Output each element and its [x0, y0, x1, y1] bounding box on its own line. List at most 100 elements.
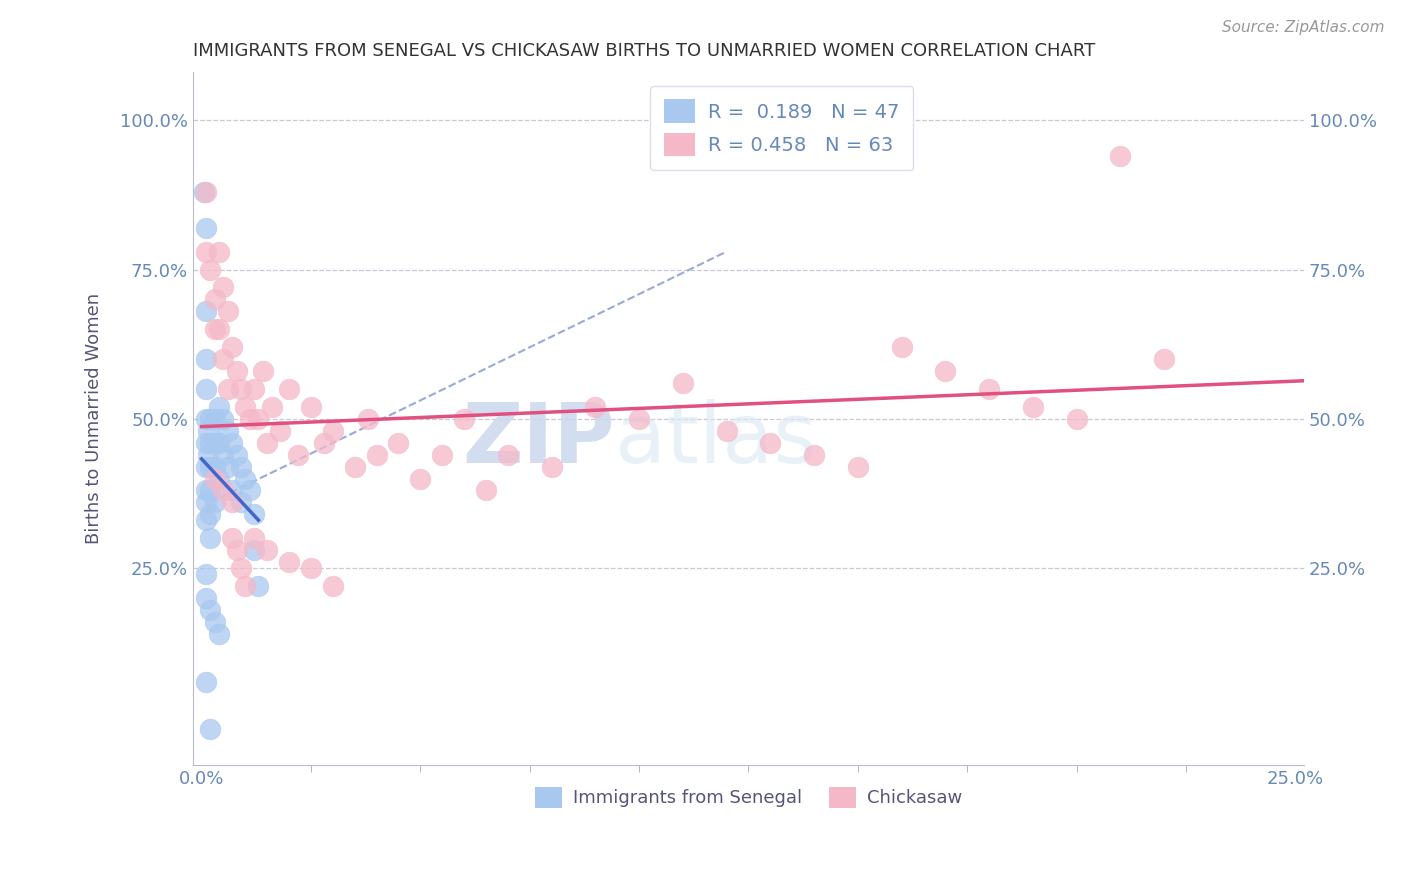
- Point: [260, 400, 283, 414]
- Point: [475, 483, 498, 498]
- Point: [200, 723, 222, 737]
- Point: [583, 400, 606, 414]
- Point: [233, 400, 256, 414]
- Point: [540, 459, 562, 474]
- Point: [217, 459, 239, 474]
- Point: [247, 412, 270, 426]
- Point: [247, 579, 270, 593]
- Point: [194, 412, 217, 426]
- Point: [343, 459, 366, 474]
- Point: [890, 340, 912, 354]
- Point: [200, 459, 222, 474]
- Point: [233, 579, 256, 593]
- Point: [200, 531, 222, 545]
- Text: atlas: atlas: [614, 399, 817, 480]
- Point: [194, 459, 217, 474]
- Point: [1153, 352, 1175, 367]
- Point: [212, 483, 235, 498]
- Point: [208, 244, 231, 259]
- Point: [256, 435, 278, 450]
- Point: [934, 364, 956, 378]
- Point: [312, 435, 335, 450]
- Point: [193, 185, 215, 199]
- Point: [212, 352, 235, 367]
- Text: Source: ZipAtlas.com: Source: ZipAtlas.com: [1222, 20, 1385, 35]
- Point: [204, 293, 226, 307]
- Point: [229, 495, 252, 509]
- Point: [225, 543, 247, 558]
- Point: [269, 424, 291, 438]
- Point: [194, 185, 217, 199]
- Point: [194, 513, 217, 527]
- Point: [299, 561, 322, 575]
- Point: [204, 495, 226, 509]
- Point: [197, 448, 219, 462]
- Point: [204, 471, 226, 485]
- Point: [208, 400, 231, 414]
- Point: [217, 382, 239, 396]
- Point: [212, 280, 235, 294]
- Point: [221, 495, 243, 509]
- Point: [194, 382, 217, 396]
- Point: [243, 508, 266, 522]
- Legend: Immigrants from Senegal, Chickasaw: Immigrants from Senegal, Chickasaw: [527, 780, 969, 815]
- Point: [278, 555, 301, 569]
- Point: [409, 471, 432, 485]
- Point: [256, 543, 278, 558]
- Point: [194, 483, 217, 498]
- Point: [225, 448, 247, 462]
- Point: [628, 412, 651, 426]
- Point: [252, 364, 274, 378]
- Point: [299, 400, 322, 414]
- Point: [221, 340, 243, 354]
- Point: [194, 591, 217, 605]
- Point: [672, 376, 695, 390]
- Point: [194, 304, 217, 318]
- Point: [200, 603, 222, 617]
- Point: [221, 483, 243, 498]
- Point: [194, 495, 217, 509]
- Point: [217, 304, 239, 318]
- Point: [221, 435, 243, 450]
- Point: [204, 615, 226, 629]
- Point: [1022, 400, 1045, 414]
- Point: [977, 382, 1000, 396]
- Point: [357, 412, 380, 426]
- Point: [803, 448, 825, 462]
- Point: [208, 627, 231, 641]
- Point: [208, 471, 231, 485]
- Point: [204, 435, 226, 450]
- Point: [194, 220, 217, 235]
- Point: [322, 424, 344, 438]
- Point: [204, 459, 226, 474]
- Point: [322, 579, 344, 593]
- Point: [225, 364, 247, 378]
- Point: [221, 531, 243, 545]
- Point: [204, 412, 226, 426]
- Text: ZIP: ZIP: [463, 399, 614, 480]
- Point: [217, 424, 239, 438]
- Point: [243, 382, 266, 396]
- Point: [200, 508, 222, 522]
- Point: [212, 412, 235, 426]
- Point: [846, 459, 869, 474]
- Point: [453, 412, 475, 426]
- Point: [194, 435, 217, 450]
- Point: [194, 674, 217, 689]
- Point: [208, 435, 231, 450]
- Point: [194, 244, 217, 259]
- Point: [194, 352, 217, 367]
- Point: [204, 322, 226, 336]
- Point: [229, 561, 252, 575]
- Point: [229, 382, 252, 396]
- Y-axis label: Births to Unmarried Women: Births to Unmarried Women: [86, 293, 103, 544]
- Point: [716, 424, 738, 438]
- Point: [194, 567, 217, 582]
- Point: [239, 483, 262, 498]
- Point: [243, 543, 266, 558]
- Point: [200, 262, 222, 277]
- Point: [1109, 149, 1132, 163]
- Text: IMMIGRANTS FROM SENEGAL VS CHICKASAW BIRTHS TO UNMARRIED WOMEN CORRELATION CHART: IMMIGRANTS FROM SENEGAL VS CHICKASAW BIR…: [193, 42, 1095, 60]
- Point: [233, 471, 256, 485]
- Point: [200, 412, 222, 426]
